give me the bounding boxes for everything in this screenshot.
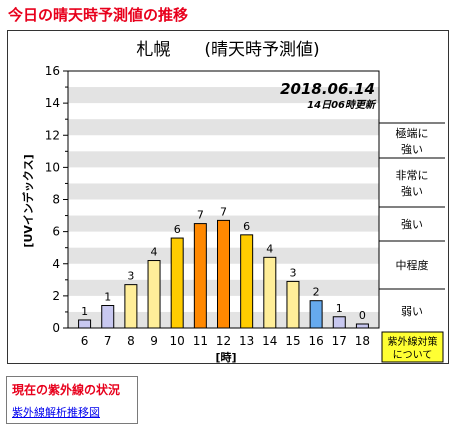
bar-value-label: 6 [174, 223, 181, 236]
bar [170, 237, 184, 329]
x-tick-label: 17 [332, 334, 347, 348]
x-tick-label: 6 [81, 334, 89, 348]
y-tick-label: 10 [45, 160, 60, 174]
bar-value-label: 4 [151, 246, 158, 259]
grid-band [68, 87, 379, 104]
chart-title: 札幌 (晴天時予測値) [136, 40, 319, 60]
bar [355, 323, 369, 329]
y-tick-label: 8 [52, 193, 60, 207]
bar-value-label: 3 [127, 270, 134, 283]
current-status-box: 現在の紫外線の状況 紫外線解析推移図 [6, 376, 138, 424]
y-tick-label: 2 [52, 289, 60, 303]
y-tick-label: 14 [45, 96, 60, 110]
x-tick-label: 11 [193, 334, 208, 348]
x-tick-label: 18 [355, 334, 370, 348]
x-tick-label: 8 [127, 334, 135, 348]
x-tick-label: 7 [104, 334, 112, 348]
legend-level-4: 中程度 [396, 258, 429, 272]
bar [240, 234, 254, 329]
bar [124, 284, 138, 329]
bar [147, 260, 161, 329]
legend-level-5: 弱い [401, 305, 423, 318]
y-tick-label: 4 [52, 257, 60, 271]
update-note: 14日06時更新 [307, 99, 377, 111]
bar [309, 300, 323, 329]
bar-value-label: 6 [243, 220, 250, 233]
page-title: 今日の晴天時予測値の推移 [8, 6, 189, 24]
legend-level-3: 強い [401, 218, 423, 231]
y-axis-label: [UVインデックス] [21, 154, 35, 247]
bar-value-label: 7 [197, 209, 204, 222]
legend-level-2: 非常に強い [396, 169, 429, 198]
x-tick-label: 14 [262, 334, 277, 348]
x-tick-label: 12 [216, 334, 231, 348]
y-tick-label: 16 [45, 64, 60, 78]
y-tick-label: 12 [45, 128, 60, 142]
bar [78, 319, 92, 329]
chart-panel: 札幌 (晴天時予測値) 2018.06.14 14日06時更新 0 2 4 6 8 10 12 14… [7, 30, 449, 364]
bar-value-label: 1 [336, 302, 343, 315]
bar-value-label: 1 [104, 291, 111, 304]
grid-band [68, 119, 379, 136]
grid-band [68, 183, 379, 200]
bar-value-label: 0 [359, 309, 366, 322]
bar [286, 280, 300, 329]
uv-measures-button[interactable] [381, 331, 444, 363]
uv-bar-chart: 札幌 (晴天時予測値)2018.06.1414日06時更新02468101214… [21, 40, 445, 363]
chart-date: 2018.06.14 [280, 80, 375, 98]
bar [193, 223, 207, 329]
bar-value-label: 2 [313, 286, 320, 299]
x-axis-label: [時] [215, 350, 236, 363]
uv-measures-button-label[interactable]: 紫外線対策について [388, 335, 438, 361]
y-tick-label: 0 [52, 321, 60, 335]
bar [217, 219, 230, 329]
bar-value-label: 3 [289, 266, 296, 279]
legend-level-1: 極端に強い [396, 126, 429, 156]
bar [332, 316, 346, 329]
bar-value-label: 7 [220, 205, 227, 218]
status-title: 現在の紫外線の状況 [12, 383, 121, 397]
grid-band [68, 151, 379, 168]
x-tick-label: 13 [239, 334, 254, 348]
x-tick-label: 15 [285, 334, 300, 348]
y-tick-label: 6 [52, 225, 60, 239]
x-tick-label: 10 [170, 334, 185, 348]
bar-value-label: 4 [266, 242, 273, 255]
x-tick-label: 9 [150, 334, 158, 348]
bar-value-label: 1 [81, 305, 88, 318]
x-tick-label: 16 [308, 334, 323, 348]
uv-analysis-link[interactable]: 紫外線解析推移図 [12, 406, 100, 419]
bar [263, 256, 277, 329]
bar [101, 305, 115, 329]
